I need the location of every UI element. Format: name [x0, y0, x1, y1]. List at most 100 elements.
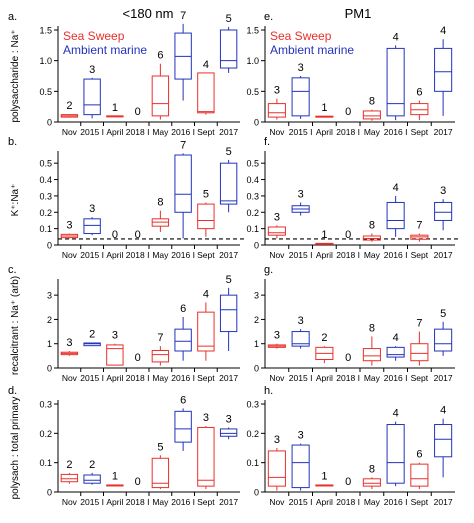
- box-sea-sweep: [106, 343, 124, 366]
- sample-count-label: 3: [66, 220, 72, 232]
- panel-letter: b.: [8, 136, 17, 148]
- y-tick-label: 2: [254, 315, 259, 325]
- box-iqr: [386, 47, 405, 117]
- x-tick-label: 2016 I: [384, 373, 408, 383]
- box-ambient-marine: [219, 26, 238, 73]
- box-ambient-marine: [219, 287, 238, 351]
- y-tick-label: 0: [47, 488, 52, 498]
- x-tick-label: April: [106, 373, 123, 383]
- box-iqr: [219, 162, 238, 205]
- x-tick-label: Nov: [62, 250, 78, 260]
- x-tick-label: 2016 I: [171, 250, 195, 260]
- x-tick-label: 2017: [434, 373, 453, 383]
- x-tick-label: Sept: [411, 373, 429, 383]
- box-sea-sweep: [362, 233, 381, 242]
- y-tick-label: 1.0: [39, 56, 52, 66]
- box-iqr: [106, 344, 124, 366]
- box-ambient-marine: [291, 76, 310, 119]
- sample-count-label: 3: [226, 413, 232, 425]
- x-tick-label: Nov: [62, 127, 78, 137]
- box-iqr: [151, 457, 170, 489]
- box-sea-sweep: [410, 233, 429, 242]
- x-tick-label: 2016 I: [171, 373, 195, 383]
- box-sea-sweep: [197, 426, 215, 490]
- box-ambient-marine: [386, 421, 405, 487]
- y-tick-label: 1.0: [246, 56, 259, 66]
- y-tick-label: 0.3: [246, 191, 259, 201]
- sample-count-label: 0: [345, 352, 351, 364]
- sample-count-label: 3: [298, 188, 304, 200]
- panel-letter: d.: [8, 385, 17, 397]
- sample-count-label: 3: [89, 203, 95, 215]
- y-tick-label: 0.1: [39, 224, 52, 234]
- box-ambient-marine: [291, 329, 310, 349]
- x-tick-label: Sept: [197, 250, 215, 260]
- sample-count-label: 7: [180, 10, 186, 22]
- y-tick-label: 0.3: [246, 400, 259, 410]
- x-tick-label: May: [364, 497, 381, 507]
- box-iqr: [410, 343, 429, 362]
- box-iqr: [174, 154, 192, 213]
- box-sea-sweep: [362, 336, 381, 366]
- box-sea-sweep: [106, 484, 124, 487]
- x-tick-label: May: [152, 250, 169, 260]
- y-tick-label: 0.5: [246, 87, 259, 97]
- y-tick-label: 0.2: [246, 429, 259, 439]
- box-iqr: [197, 426, 215, 487]
- x-tick-label: May: [364, 127, 381, 137]
- y-tick-label: 0: [47, 241, 52, 251]
- sample-count-label: 0: [345, 229, 351, 241]
- box-sea-sweep: [60, 114, 79, 118]
- y-tick-label: 1: [254, 339, 259, 349]
- box-iqr: [291, 444, 310, 489]
- x-tick-label: May: [152, 127, 169, 137]
- sample-count-label: 8: [369, 463, 375, 475]
- y-tick-label: 0.3: [39, 191, 52, 201]
- box-iqr: [410, 463, 429, 487]
- x-tick-label: 2018 I: [126, 127, 150, 137]
- panel-letter: a.: [8, 11, 17, 23]
- x-tick-label: 2017: [219, 250, 238, 260]
- x-tick-label: Nov: [269, 127, 285, 137]
- box-sea-sweep: [315, 346, 334, 364]
- y-tick-label: 0: [47, 118, 52, 128]
- box-iqr: [267, 103, 286, 118]
- box-iqr: [174, 328, 192, 352]
- box-sea-sweep: [60, 472, 79, 484]
- x-tick-label: 2018 I: [336, 373, 360, 383]
- box-ambient-marine: [219, 159, 238, 213]
- box-ambient-marine: [83, 472, 101, 485]
- sample-count-label: 0: [345, 106, 351, 118]
- x-tick-label: Sept: [197, 127, 215, 137]
- legend-sea-sweep: Sea Sweep: [63, 29, 125, 43]
- x-tick-label: 2015 I: [289, 127, 313, 137]
- y-tick-label: 0.3: [39, 400, 52, 410]
- sample-count-label: 3: [298, 315, 304, 327]
- sample-count-label: 6: [416, 87, 422, 99]
- x-tick-label: 2015 I: [80, 250, 104, 260]
- sample-count-label: 1: [112, 102, 118, 114]
- x-tick-label: April: [316, 373, 333, 383]
- box-iqr: [434, 201, 453, 221]
- box-iqr: [83, 342, 101, 347]
- x-tick-label: 2016 I: [384, 127, 408, 137]
- legend-ambient-marine: Ambient marine: [63, 43, 147, 57]
- sample-count-label: 3: [274, 211, 280, 223]
- box-sea-sweep: [60, 233, 79, 239]
- sample-count-label: 6: [180, 394, 186, 406]
- box-sea-sweep: [410, 462, 429, 490]
- x-tick-label: 2016 I: [384, 497, 408, 507]
- x-tick-label: 2015 I: [289, 497, 313, 507]
- y-tick-label: 0.1: [39, 458, 52, 468]
- box-iqr: [83, 78, 101, 116]
- sample-count-label: 0: [112, 229, 118, 241]
- sample-count-label: 4: [440, 405, 446, 417]
- sample-count-label: 3: [203, 412, 209, 424]
- box-sea-sweep: [267, 98, 286, 120]
- box-ambient-marine: [434, 418, 453, 478]
- sample-count-label: 7: [416, 318, 422, 330]
- box-sea-sweep: [267, 225, 286, 239]
- x-tick-label: 2016 I: [171, 127, 195, 137]
- sample-count-label: 5: [440, 308, 446, 320]
